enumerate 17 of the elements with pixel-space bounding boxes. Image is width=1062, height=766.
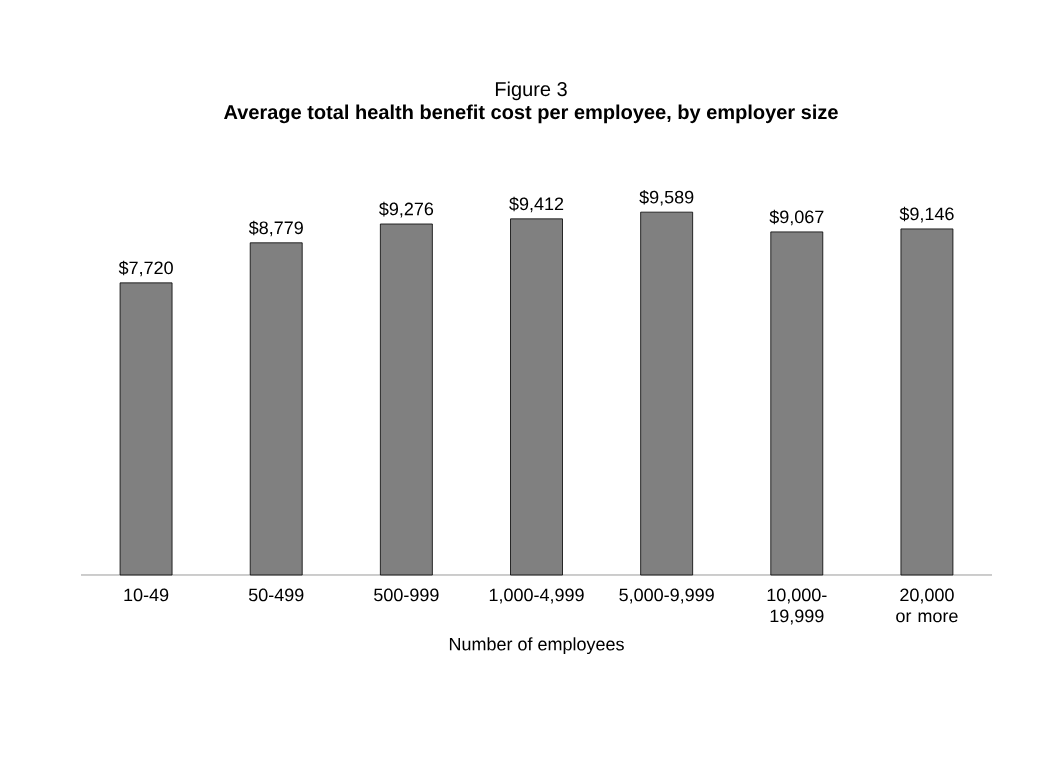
data-label: $9,067 [769,209,824,226]
x-tick-label: 50-499 [248,588,304,602]
x-tick-label: 1,000-4,999 [489,588,584,604]
chart-subtitle: Average total health benefit cost per employee, by employer size [224,104,838,124]
data-label: $8,779 [248,220,303,237]
data-label: $9,146 [899,206,954,223]
data-label: $9,276 [379,201,434,218]
data-label: $7,720 [118,260,173,277]
chart-title: Figure 3 [495,81,567,101]
x-tick-label: 20,000 or more [896,588,958,623]
x-axis-title: Number of employees [449,637,624,655]
x-tick-label: 5,000-9,999 [619,588,714,604]
data-label: $9,412 [509,196,564,213]
x-tick-label: 500-999 [374,588,439,602]
x-tick-label: 10-49 [124,588,169,602]
data-label: $9,589 [639,189,694,206]
x-tick-label: 10,000-19,999 [767,588,827,625]
